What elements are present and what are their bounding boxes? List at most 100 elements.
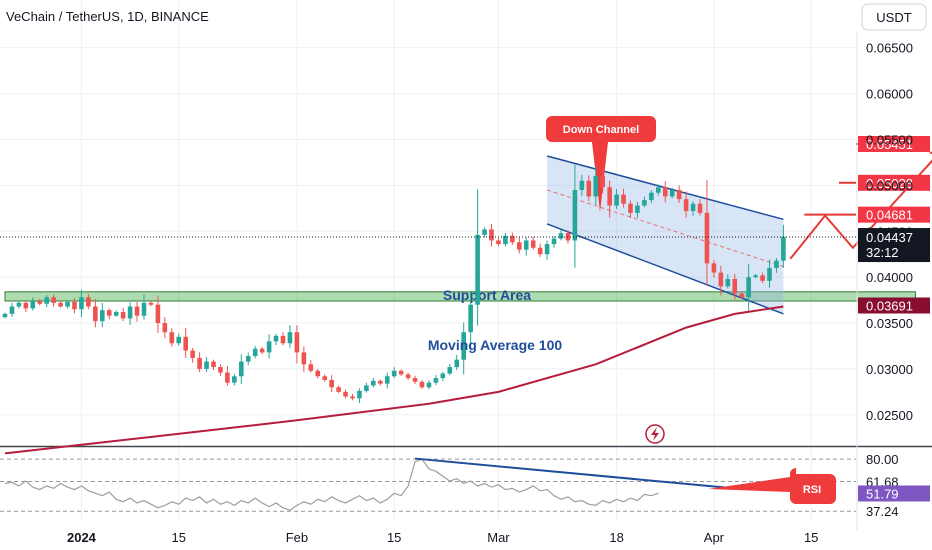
candle[interactable] bbox=[169, 328, 175, 347]
candle[interactable] bbox=[621, 188, 626, 208]
candle[interactable] bbox=[155, 295, 161, 333]
candle-body[interactable] bbox=[204, 361, 209, 369]
candle[interactable] bbox=[308, 360, 314, 373]
currency-button-label[interactable]: USDT bbox=[876, 10, 911, 25]
candle-body[interactable] bbox=[496, 240, 501, 245]
candle-body[interactable] bbox=[405, 374, 411, 379]
candle[interactable] bbox=[232, 374, 237, 386]
candle-body[interactable] bbox=[447, 367, 453, 374]
candle[interactable] bbox=[322, 374, 327, 382]
candle[interactable] bbox=[120, 307, 126, 322]
candle-body[interactable] bbox=[600, 176, 605, 188]
candle[interactable] bbox=[245, 352, 251, 366]
candle-body[interactable] bbox=[656, 187, 661, 193]
candle[interactable] bbox=[732, 273, 738, 300]
candle-body[interactable] bbox=[308, 364, 314, 371]
candle-body[interactable] bbox=[141, 302, 147, 316]
candle[interactable] bbox=[239, 354, 244, 385]
candle[interactable] bbox=[517, 237, 522, 254]
candle[interactable] bbox=[669, 187, 675, 199]
candle-body[interactable] bbox=[232, 376, 237, 383]
candle-body[interactable] bbox=[273, 335, 279, 342]
candle[interactable] bbox=[649, 190, 654, 204]
candle-body[interactable] bbox=[364, 385, 369, 391]
candle-body[interactable] bbox=[169, 332, 175, 344]
candle-body[interactable] bbox=[93, 306, 98, 322]
candle[interactable] bbox=[93, 299, 98, 328]
candle[interactable] bbox=[343, 389, 348, 399]
candle-body[interactable] bbox=[252, 348, 258, 357]
candle-body[interactable] bbox=[635, 205, 640, 213]
candle-body[interactable] bbox=[725, 278, 731, 287]
candle-body[interactable] bbox=[676, 189, 682, 200]
candle[interactable] bbox=[273, 333, 279, 346]
candle-body[interactable] bbox=[690, 203, 696, 212]
candle-body[interactable] bbox=[649, 192, 654, 201]
candle[interactable] bbox=[558, 229, 564, 241]
candle[interactable] bbox=[204, 356, 209, 372]
candle[interactable] bbox=[106, 308, 112, 320]
candle[interactable] bbox=[259, 346, 265, 354]
candle[interactable] bbox=[781, 224, 786, 268]
candle-body[interactable] bbox=[468, 304, 473, 333]
candle-body[interactable] bbox=[760, 275, 765, 281]
candle-body[interactable] bbox=[113, 312, 119, 316]
candle-body[interactable] bbox=[350, 396, 355, 399]
candle[interactable] bbox=[398, 369, 404, 376]
candle[interactable] bbox=[454, 354, 460, 371]
candle-body[interactable] bbox=[461, 332, 466, 360]
candle[interactable] bbox=[218, 364, 223, 377]
candle-body[interactable] bbox=[197, 357, 202, 369]
candle[interactable] bbox=[676, 185, 682, 203]
candle-body[interactable] bbox=[58, 302, 63, 307]
candle-body[interactable] bbox=[301, 352, 307, 365]
candle-body[interactable] bbox=[176, 336, 182, 344]
candle[interactable] bbox=[211, 359, 216, 371]
candle[interactable] bbox=[523, 237, 529, 256]
candle[interactable] bbox=[482, 227, 487, 238]
candle-body[interactable] bbox=[551, 238, 557, 245]
candle-body[interactable] bbox=[190, 350, 195, 358]
candle[interactable] bbox=[148, 301, 154, 307]
candle[interactable] bbox=[718, 265, 724, 296]
candle[interactable] bbox=[510, 232, 515, 245]
candle[interactable] bbox=[628, 200, 633, 218]
candle[interactable] bbox=[51, 294, 56, 307]
candle[interactable] bbox=[134, 301, 140, 322]
time-axis[interactable]: 2024 15 Feb 15 Mar 18 Apr 15 bbox=[67, 530, 818, 545]
candle-body[interactable] bbox=[503, 235, 508, 245]
candle-body[interactable] bbox=[517, 242, 522, 250]
candle[interactable] bbox=[315, 368, 321, 379]
candle-body[interactable] bbox=[30, 301, 36, 309]
candle-body[interactable] bbox=[530, 240, 536, 248]
candle[interactable] bbox=[704, 180, 710, 285]
candle[interactable] bbox=[544, 240, 550, 260]
candle-body[interactable] bbox=[544, 244, 550, 255]
candle[interactable] bbox=[642, 196, 647, 208]
candle[interactable] bbox=[23, 300, 29, 312]
candle-body[interactable] bbox=[371, 380, 376, 386]
candle-body[interactable] bbox=[489, 229, 494, 241]
candle-body[interactable] bbox=[711, 263, 717, 273]
candle[interactable] bbox=[447, 363, 453, 376]
candle[interactable] bbox=[746, 264, 751, 311]
candle-body[interactable] bbox=[100, 310, 105, 322]
candle-body[interactable] bbox=[120, 312, 126, 319]
candle[interactable] bbox=[607, 180, 612, 218]
candle-body[interactable] bbox=[2, 313, 8, 318]
candle[interactable] bbox=[9, 302, 15, 317]
candle-body[interactable] bbox=[315, 370, 321, 377]
candle-body[interactable] bbox=[426, 382, 432, 388]
candle[interactable] bbox=[551, 235, 557, 248]
candle[interactable] bbox=[37, 298, 43, 306]
candle[interactable] bbox=[183, 327, 188, 358]
candle-body[interactable] bbox=[523, 240, 529, 250]
candle-body[interactable] bbox=[134, 306, 140, 316]
candle-body[interactable] bbox=[579, 180, 585, 190]
candle-body[interactable] bbox=[106, 310, 112, 316]
candle-body[interactable] bbox=[218, 367, 223, 373]
candle[interactable] bbox=[100, 303, 105, 328]
candle-body[interactable] bbox=[183, 336, 188, 351]
candle[interactable] bbox=[86, 294, 91, 310]
